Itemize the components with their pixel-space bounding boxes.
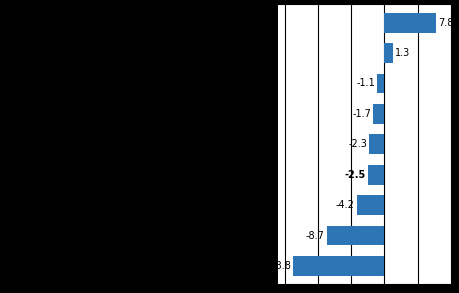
Text: -4.2: -4.2 — [335, 200, 354, 210]
Bar — [292, 256, 384, 276]
Text: -2.3: -2.3 — [347, 139, 366, 149]
Text: -2.5: -2.5 — [344, 170, 365, 180]
Bar — [369, 134, 384, 154]
Text: 7.8: 7.8 — [437, 18, 453, 28]
Bar — [372, 104, 384, 124]
Bar — [384, 43, 392, 63]
Bar — [367, 165, 384, 185]
Text: -1.1: -1.1 — [356, 79, 375, 88]
Text: -1.7: -1.7 — [352, 109, 370, 119]
Text: 1.3: 1.3 — [394, 48, 409, 58]
Text: -13.8: -13.8 — [265, 261, 290, 271]
Bar — [356, 195, 384, 215]
Text: -8.7: -8.7 — [305, 231, 324, 241]
Bar — [384, 13, 435, 33]
Bar — [376, 74, 384, 93]
Bar — [326, 226, 384, 246]
